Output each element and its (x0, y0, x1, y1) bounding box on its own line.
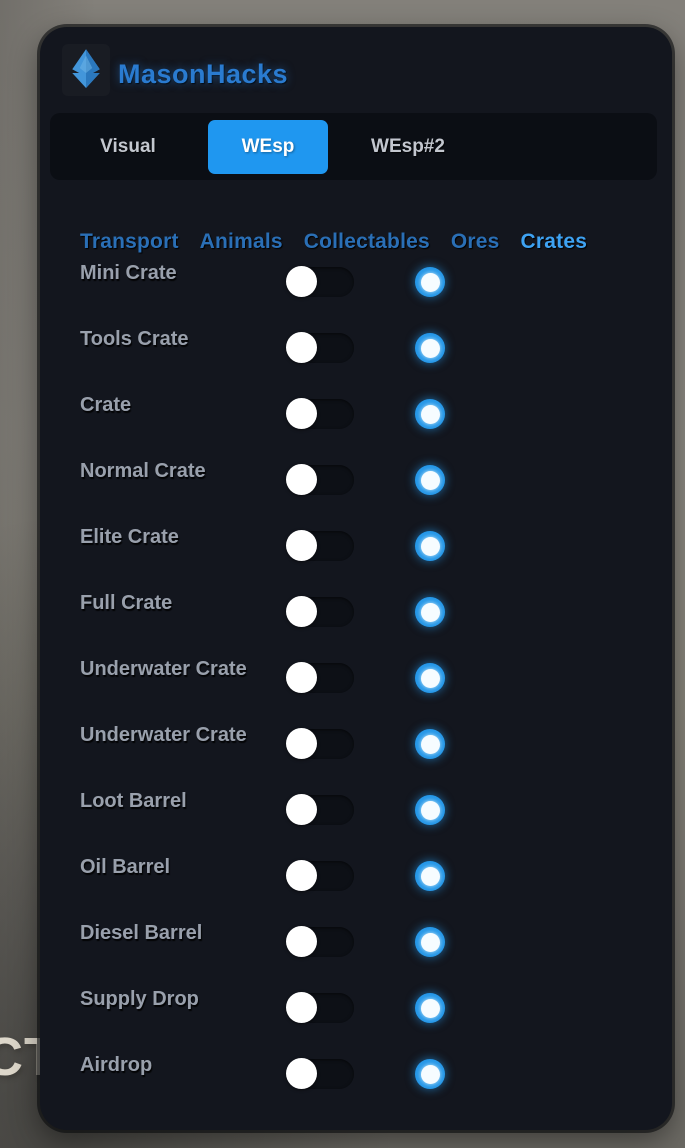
esp-item-color-picker[interactable] (415, 663, 445, 693)
subtab-transport[interactable]: Transport (80, 230, 179, 253)
esp-item-label: Oil Barrel (80, 856, 171, 878)
tab-visual[interactable]: Visual (68, 120, 188, 174)
esp-item-row: Airdrop (40, 1041, 672, 1107)
esp-item-color-picker[interactable] (415, 927, 445, 957)
toggle-knob-icon (286, 794, 317, 825)
esp-item-toggle[interactable] (286, 530, 354, 561)
esp-item-toggle[interactable] (286, 266, 354, 297)
esp-item-list: Mini Crate Tools Crate Crate Normal Crat… (40, 249, 672, 1107)
esp-item-row: Underwater Crate (40, 645, 672, 711)
esp-item-toggle[interactable] (286, 1058, 354, 1089)
esp-item-color-picker[interactable] (415, 795, 445, 825)
esp-item-color-picker[interactable] (415, 465, 445, 495)
color-swatch-fill (420, 932, 440, 952)
esp-item-color-picker[interactable] (415, 861, 445, 891)
esp-item-label: Loot Barrel (80, 790, 187, 812)
color-swatch-fill (420, 998, 440, 1018)
color-swatch-fill (420, 338, 440, 358)
esp-item-label: Diesel Barrel (80, 922, 203, 944)
color-swatch-fill (420, 602, 440, 622)
esp-item-label: Tools Crate (80, 328, 189, 350)
esp-item-row: Normal Crate (40, 447, 672, 513)
ethereum-diamond-icon (66, 46, 106, 95)
esp-item-color-picker[interactable] (415, 993, 445, 1023)
esp-item-toggle[interactable] (286, 926, 354, 957)
toggle-knob-icon (286, 530, 317, 561)
toggle-knob-icon (286, 926, 317, 957)
esp-item-color-picker[interactable] (415, 729, 445, 759)
esp-item-label: Underwater Crate (80, 724, 247, 746)
toggle-knob-icon (286, 1058, 317, 1089)
esp-item-toggle[interactable] (286, 464, 354, 495)
esp-item-toggle[interactable] (286, 794, 354, 825)
esp-item-row: Diesel Barrel (40, 909, 672, 975)
esp-item-toggle[interactable] (286, 728, 354, 759)
toggle-knob-icon (286, 332, 317, 363)
color-swatch-fill (420, 536, 440, 556)
tab-wesp[interactable]: WEsp (208, 119, 328, 174)
toggle-knob-icon (286, 728, 317, 759)
color-swatch-fill (420, 866, 440, 886)
color-swatch-fill (420, 470, 440, 490)
main-tab-bar: Visual WEsp WEsp#2 (50, 113, 657, 180)
esp-item-label: Supply Drop (80, 988, 199, 1010)
masonhacks-panel: MasonHacks Visual WEsp WEsp#2 Transport Ani… (40, 27, 672, 1130)
toggle-knob-icon (286, 992, 317, 1023)
toggle-knob-icon (286, 266, 317, 297)
esp-item-label: Mini Crate (80, 262, 177, 284)
esp-item-toggle[interactable] (286, 332, 354, 363)
esp-item-color-picker[interactable] (415, 399, 445, 429)
esp-item-toggle[interactable] (286, 596, 354, 627)
esp-item-label: Crate (80, 394, 132, 416)
esp-item-row: Elite Crate (40, 513, 672, 579)
esp-item-color-picker[interactable] (415, 267, 445, 297)
toggle-knob-icon (286, 596, 317, 627)
esp-item-row: Underwater Crate (40, 711, 672, 777)
color-swatch-fill (420, 272, 440, 292)
esp-item-row: Mini Crate (40, 249, 672, 315)
esp-item-row: Supply Drop (40, 975, 672, 1041)
esp-item-row: Full Crate (40, 579, 672, 645)
esp-item-color-picker[interactable] (415, 531, 445, 561)
toggle-knob-icon (286, 398, 317, 429)
toggle-knob-icon (286, 464, 317, 495)
color-swatch-fill (420, 668, 440, 688)
esp-item-row: Tools Crate (40, 315, 672, 381)
category-tab-bar: Transport Animals Collectables Ores Crates (80, 230, 587, 254)
masonhacks-logo (62, 44, 110, 96)
subtab-crates[interactable]: Crates (520, 230, 588, 253)
esp-item-toggle[interactable] (286, 662, 354, 693)
color-swatch-fill (420, 1064, 440, 1084)
esp-item-toggle[interactable] (286, 398, 354, 429)
esp-item-label: Underwater Crate (80, 658, 247, 680)
esp-item-label: Full Crate (80, 592, 173, 614)
esp-item-toggle[interactable] (286, 992, 354, 1023)
esp-item-row: Crate (40, 381, 672, 447)
esp-item-toggle[interactable] (286, 860, 354, 891)
esp-item-label: Normal Crate (80, 460, 206, 482)
toggle-knob-icon (286, 860, 317, 891)
tab-wesp-2[interactable]: WEsp#2 (348, 120, 468, 174)
subtab-collectables[interactable]: Collectables (303, 230, 430, 253)
esp-item-row: Oil Barrel (40, 843, 672, 909)
esp-item-row: Loot Barrel (40, 777, 672, 843)
color-swatch-fill (420, 404, 440, 424)
esp-item-color-picker[interactable] (415, 1059, 445, 1089)
subtab-ores[interactable]: Ores (450, 230, 500, 253)
toggle-knob-icon (286, 662, 317, 693)
color-swatch-fill (420, 734, 440, 754)
esp-item-label: Elite Crate (80, 526, 179, 548)
esp-item-color-picker[interactable] (415, 597, 445, 627)
esp-item-label: Airdrop (80, 1054, 153, 1076)
app-title: MasonHacks (118, 59, 289, 89)
esp-item-color-picker[interactable] (415, 333, 445, 363)
color-swatch-fill (420, 800, 440, 820)
subtab-animals[interactable]: Animals (199, 230, 283, 253)
